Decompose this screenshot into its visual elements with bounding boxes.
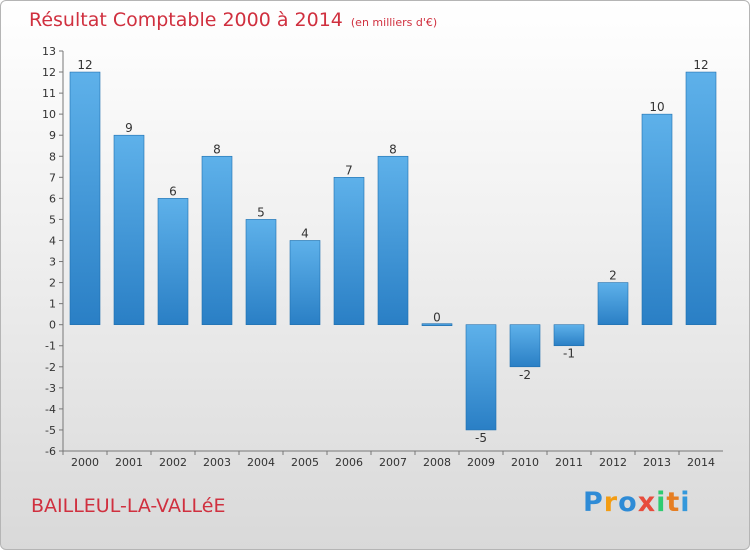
data-label-2010: -2 xyxy=(519,368,531,382)
y-tick-label--3: -3 xyxy=(45,382,56,395)
bar-2005 xyxy=(289,240,321,325)
y-tick-label-5: 5 xyxy=(49,213,56,226)
y-tick-label-2: 2 xyxy=(49,277,56,290)
data-label-2004: 5 xyxy=(257,205,265,219)
x-tick-label-2003: 2003 xyxy=(203,456,231,469)
y-tick-label-12: 12 xyxy=(42,66,56,79)
y-tick-label--5: -5 xyxy=(45,424,56,437)
bar-2013 xyxy=(641,113,673,325)
bar-2009 xyxy=(465,324,497,431)
logo-letter: t xyxy=(666,487,681,518)
proxiti-logo: Proxiti xyxy=(583,487,691,518)
y-tick-label-8: 8 xyxy=(49,150,56,163)
x-tick-label-2006: 2006 xyxy=(335,456,363,469)
data-label-2003: 8 xyxy=(213,142,221,156)
x-tick-label-2010: 2010 xyxy=(511,456,539,469)
x-tick-label-2009: 2009 xyxy=(467,456,495,469)
bar-2010 xyxy=(509,324,541,368)
bar-2006 xyxy=(333,177,365,325)
bar-2008 xyxy=(421,323,453,326)
logo-letter: P xyxy=(583,487,604,518)
x-tick-label-2000: 2000 xyxy=(71,456,99,469)
axes-group: 2000 2001 2002 2003 2004 2005 2006 2007 2008 2009… xyxy=(42,45,723,469)
logo-letter: x xyxy=(637,487,657,518)
y-tick-label--4: -4 xyxy=(45,403,56,416)
logo-letter: o xyxy=(618,487,638,518)
bar-2014 xyxy=(685,71,717,325)
y-tick-label-10: 10 xyxy=(42,108,56,121)
y-tick-label--2: -2 xyxy=(45,361,56,374)
data-label-2001: 9 xyxy=(125,121,133,135)
y-tick-label-4: 4 xyxy=(49,234,56,247)
data-label-2013: 10 xyxy=(649,100,664,114)
data-label-2002: 6 xyxy=(169,184,177,198)
data-label-2012: 2 xyxy=(609,269,617,283)
data-label-2008: 0 xyxy=(433,311,441,325)
x-tick-label-2012: 2012 xyxy=(599,456,627,469)
data-label-2011: -1 xyxy=(563,347,575,361)
x-tick-label-2007: 2007 xyxy=(379,456,407,469)
y-tick-label-7: 7 xyxy=(49,171,56,184)
y-tick-label-6: 6 xyxy=(49,192,56,205)
bars-group: 12 9 6 8 5 4 7 8 0 -5 -2 -1 2 10 12 xyxy=(69,58,717,445)
x-tick-label-2004: 2004 xyxy=(247,456,275,469)
data-label-2000: 12 xyxy=(77,58,92,72)
data-label-2014: 12 xyxy=(693,58,708,72)
y-tick-label-1: 1 xyxy=(49,298,56,311)
x-tick-label-2005: 2005 xyxy=(291,456,319,469)
x-tick-label-2013: 2013 xyxy=(643,456,671,469)
logo-letter: i xyxy=(656,487,667,518)
bar-2000 xyxy=(69,71,101,325)
y-tick-label-11: 11 xyxy=(42,87,56,100)
logo-letter: r xyxy=(603,487,619,518)
bar-2011 xyxy=(553,324,585,347)
data-label-2006: 7 xyxy=(345,163,353,177)
commune-name: BAILLEUL-LA-VALLéE xyxy=(31,495,226,517)
bar-2002 xyxy=(157,198,189,325)
x-tick-label-2014: 2014 xyxy=(687,456,715,469)
bar-2003 xyxy=(201,155,233,325)
data-label-2007: 8 xyxy=(389,142,397,156)
x-tick-label-2001: 2001 xyxy=(115,456,143,469)
chart-title: Résultat Comptable 2000 à 2014 (en millie… xyxy=(29,9,437,31)
y-tick-label-3: 3 xyxy=(49,256,56,269)
y-tick-label-13: 13 xyxy=(42,45,56,58)
x-tick-label-2011: 2011 xyxy=(555,456,583,469)
chart-title-unit: (en milliers d'€) xyxy=(350,16,438,29)
bar-2004 xyxy=(245,219,277,325)
logo-letter: i xyxy=(680,487,691,518)
data-label-2005: 4 xyxy=(301,226,309,240)
y-tick-label-0: 0 xyxy=(49,319,56,332)
y-tick-label--6: -6 xyxy=(45,445,56,458)
x-tick-label-2008: 2008 xyxy=(423,456,451,469)
y-tick-label--1: -1 xyxy=(45,340,56,353)
bar-2001 xyxy=(113,134,145,325)
x-tick-label-2002: 2002 xyxy=(159,456,187,469)
data-label-2009: -5 xyxy=(475,431,487,445)
bar-2007 xyxy=(377,155,409,325)
chart-title-main: Résultat Comptable 2000 à 2014 xyxy=(29,9,343,31)
y-tick-label-9: 9 xyxy=(49,129,56,142)
bar-2012 xyxy=(597,282,629,325)
